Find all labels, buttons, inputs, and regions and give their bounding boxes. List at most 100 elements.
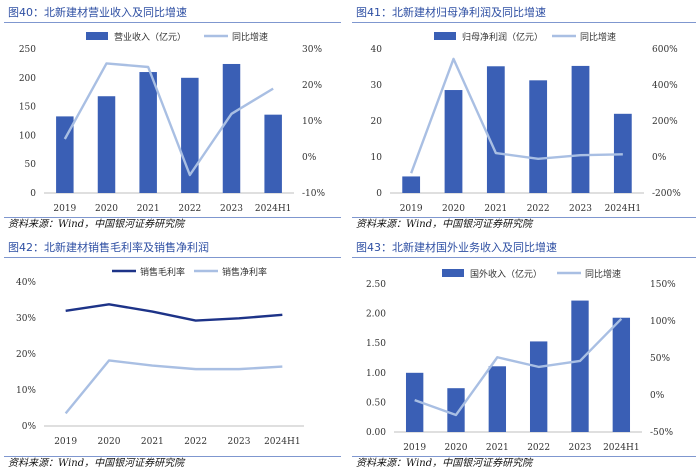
bar [402, 176, 421, 193]
bar [222, 63, 241, 194]
y2-tick-label: -10% [302, 189, 325, 199]
bar [444, 90, 463, 193]
chart-panel-fig43: 图43：北新建材国外业务收入及同比增速 0.00 0.50 1.00 1.50 2.00… [352, 238, 696, 470]
y2-tick-label: 100% [650, 317, 676, 327]
bar [529, 341, 548, 432]
x-tick-label: 2024H1 [264, 437, 300, 447]
y2-tick-label: -200% [652, 189, 681, 199]
legend-label: 同比增速 [232, 31, 268, 43]
y-tick-label: 40% [16, 278, 36, 288]
y-tick-label: 30 [371, 81, 383, 91]
y-tick-label: 10% [16, 386, 36, 396]
y2-tick-label: 10% [302, 117, 322, 127]
y2-tick-label: 200% [652, 117, 678, 127]
x-tick-label: 2022 [184, 437, 207, 447]
series-line [410, 57, 623, 174]
y-tick-label: 50 [25, 160, 37, 170]
bar [139, 72, 157, 193]
legend-swatch [442, 269, 464, 277]
series-line [414, 317, 623, 417]
legend-label: 归母净利润（亿元） [462, 31, 543, 43]
y-tick-label: 2.00 [366, 310, 386, 320]
chart-fig43: 0.00 0.50 1.00 1.50 2.00 2.50 -50% 0% 50% 100% 150… [366, 268, 676, 453]
series-line [65, 303, 283, 322]
x-tick-label: 2019 [403, 443, 426, 453]
chart-source: 资料来源：Wind，中国银河证券研究院 [4, 217, 341, 231]
y2-tick-label: 150% [650, 280, 676, 290]
bar [488, 366, 507, 432]
x-tick-label: 2021 [137, 204, 160, 214]
y-tick-label: 1.00 [366, 369, 386, 379]
y-tick-label: 20 [371, 117, 383, 127]
series-line [64, 359, 283, 415]
x-tick-label: 2022 [527, 204, 550, 214]
y-tick-label: 0.50 [366, 398, 386, 408]
legend-swatch [434, 32, 456, 40]
x-tick-label: 2023 [228, 437, 251, 447]
legend-label: 销售净利率 [222, 266, 267, 278]
chart-fig41: 0 10 20 30 40 -200% 0% 200% 400% 600% 2019 2020 2021… [371, 31, 682, 214]
bar [486, 66, 505, 193]
y-tick-label: 0 [30, 189, 36, 199]
chart-source: 资料来源：Wind，中国银河证券研究院 [352, 217, 696, 231]
x-tick-label: 2019 [54, 437, 77, 447]
y-tick-label: 0% [22, 422, 37, 432]
y-tick-label: 100 [19, 131, 36, 141]
chart-panel-fig41: 图41：北新建材归母净利润及同比增速 0 10 20 30 40 -200% 0% 200% 4… [352, 3, 696, 233]
chart-source: 资料来源：Wind，中国银河证券研究院 [4, 456, 341, 470]
bar [612, 317, 631, 432]
x-tick-label: 2023 [569, 443, 592, 453]
legend-label: 营业收入（亿元） [114, 31, 186, 43]
x-tick-label: 2020 [95, 204, 118, 214]
x-tick-label: 2023 [220, 204, 243, 214]
x-tick-label: 2020 [445, 443, 468, 453]
x-tick-label: 2019 [400, 204, 423, 214]
chart-fig40: 0 50 100 150 200 250 -10% 0% 10% 20% 30% 2019 2020 20… [19, 31, 326, 214]
legend-swatch [86, 32, 108, 40]
y2-tick-label: 0% [652, 153, 667, 163]
y-tick-label: 1.50 [366, 339, 386, 349]
y-tick-label: 2.50 [366, 280, 386, 290]
y-tick-label: 250 [19, 45, 36, 55]
chart-title: 图42：北新建材销售毛利率及销售净利润 [4, 238, 341, 258]
y2-tick-label: 600% [652, 45, 678, 55]
y2-tick-label: 0% [302, 153, 317, 163]
chart-fig42: 0% 10% 20% 30% 40% 2019 2020 2021 2022 2023 2024H1… [16, 266, 304, 447]
x-tick-label: 2021 [484, 204, 507, 214]
y-tick-label: 20% [16, 350, 36, 360]
y2-tick-label: 20% [302, 81, 322, 91]
bar [571, 65, 590, 193]
chart-title: 图40：北新建材营业收入及同比增速 [4, 3, 341, 23]
bar [613, 113, 632, 193]
y-tick-label: 200 [19, 74, 36, 84]
y-tick-label: 0 [376, 189, 382, 199]
y-tick-label: 40 [371, 45, 383, 55]
x-tick-label: 2024H1 [605, 204, 641, 214]
x-tick-label: 2024H1 [255, 204, 291, 214]
chart-title: 图43：北新建材国外业务收入及同比增速 [352, 238, 696, 258]
series-line [63, 62, 274, 177]
y2-tick-label: 0% [650, 391, 665, 401]
y-tick-label: 0.00 [366, 428, 386, 438]
legend-label: 同比增速 [585, 268, 621, 280]
chart-panel-fig40: 图40：北新建材营业收入及同比增速 0 50 100 150 200 250 -10% 0% 1… [4, 3, 341, 233]
y2-tick-label: 50% [650, 354, 670, 364]
x-tick-label: 2021 [141, 437, 164, 447]
y-tick-label: 10 [371, 153, 383, 163]
x-tick-label: 2021 [486, 443, 509, 453]
bar [405, 372, 424, 432]
bar [97, 96, 116, 193]
y2-tick-label: 400% [652, 81, 678, 91]
y-tick-label: 150 [19, 103, 36, 113]
legend-label: 国外收入（亿元） [470, 268, 542, 280]
chart-title: 图41：北新建材归母净利润及同比增速 [352, 3, 696, 23]
x-tick-label: 2023 [569, 204, 592, 214]
legend-label: 销售毛利率 [140, 266, 185, 278]
chart-panel-fig42: 图42：北新建材销售毛利率及销售净利润 0% 10% 20% 30% 40% 2019 20… [4, 238, 341, 470]
bar [264, 114, 282, 193]
y-tick-label: 30% [16, 314, 36, 324]
bar [56, 116, 74, 193]
x-tick-label: 2022 [178, 204, 201, 214]
bar [571, 300, 589, 432]
y2-tick-label: 30% [302, 45, 322, 55]
